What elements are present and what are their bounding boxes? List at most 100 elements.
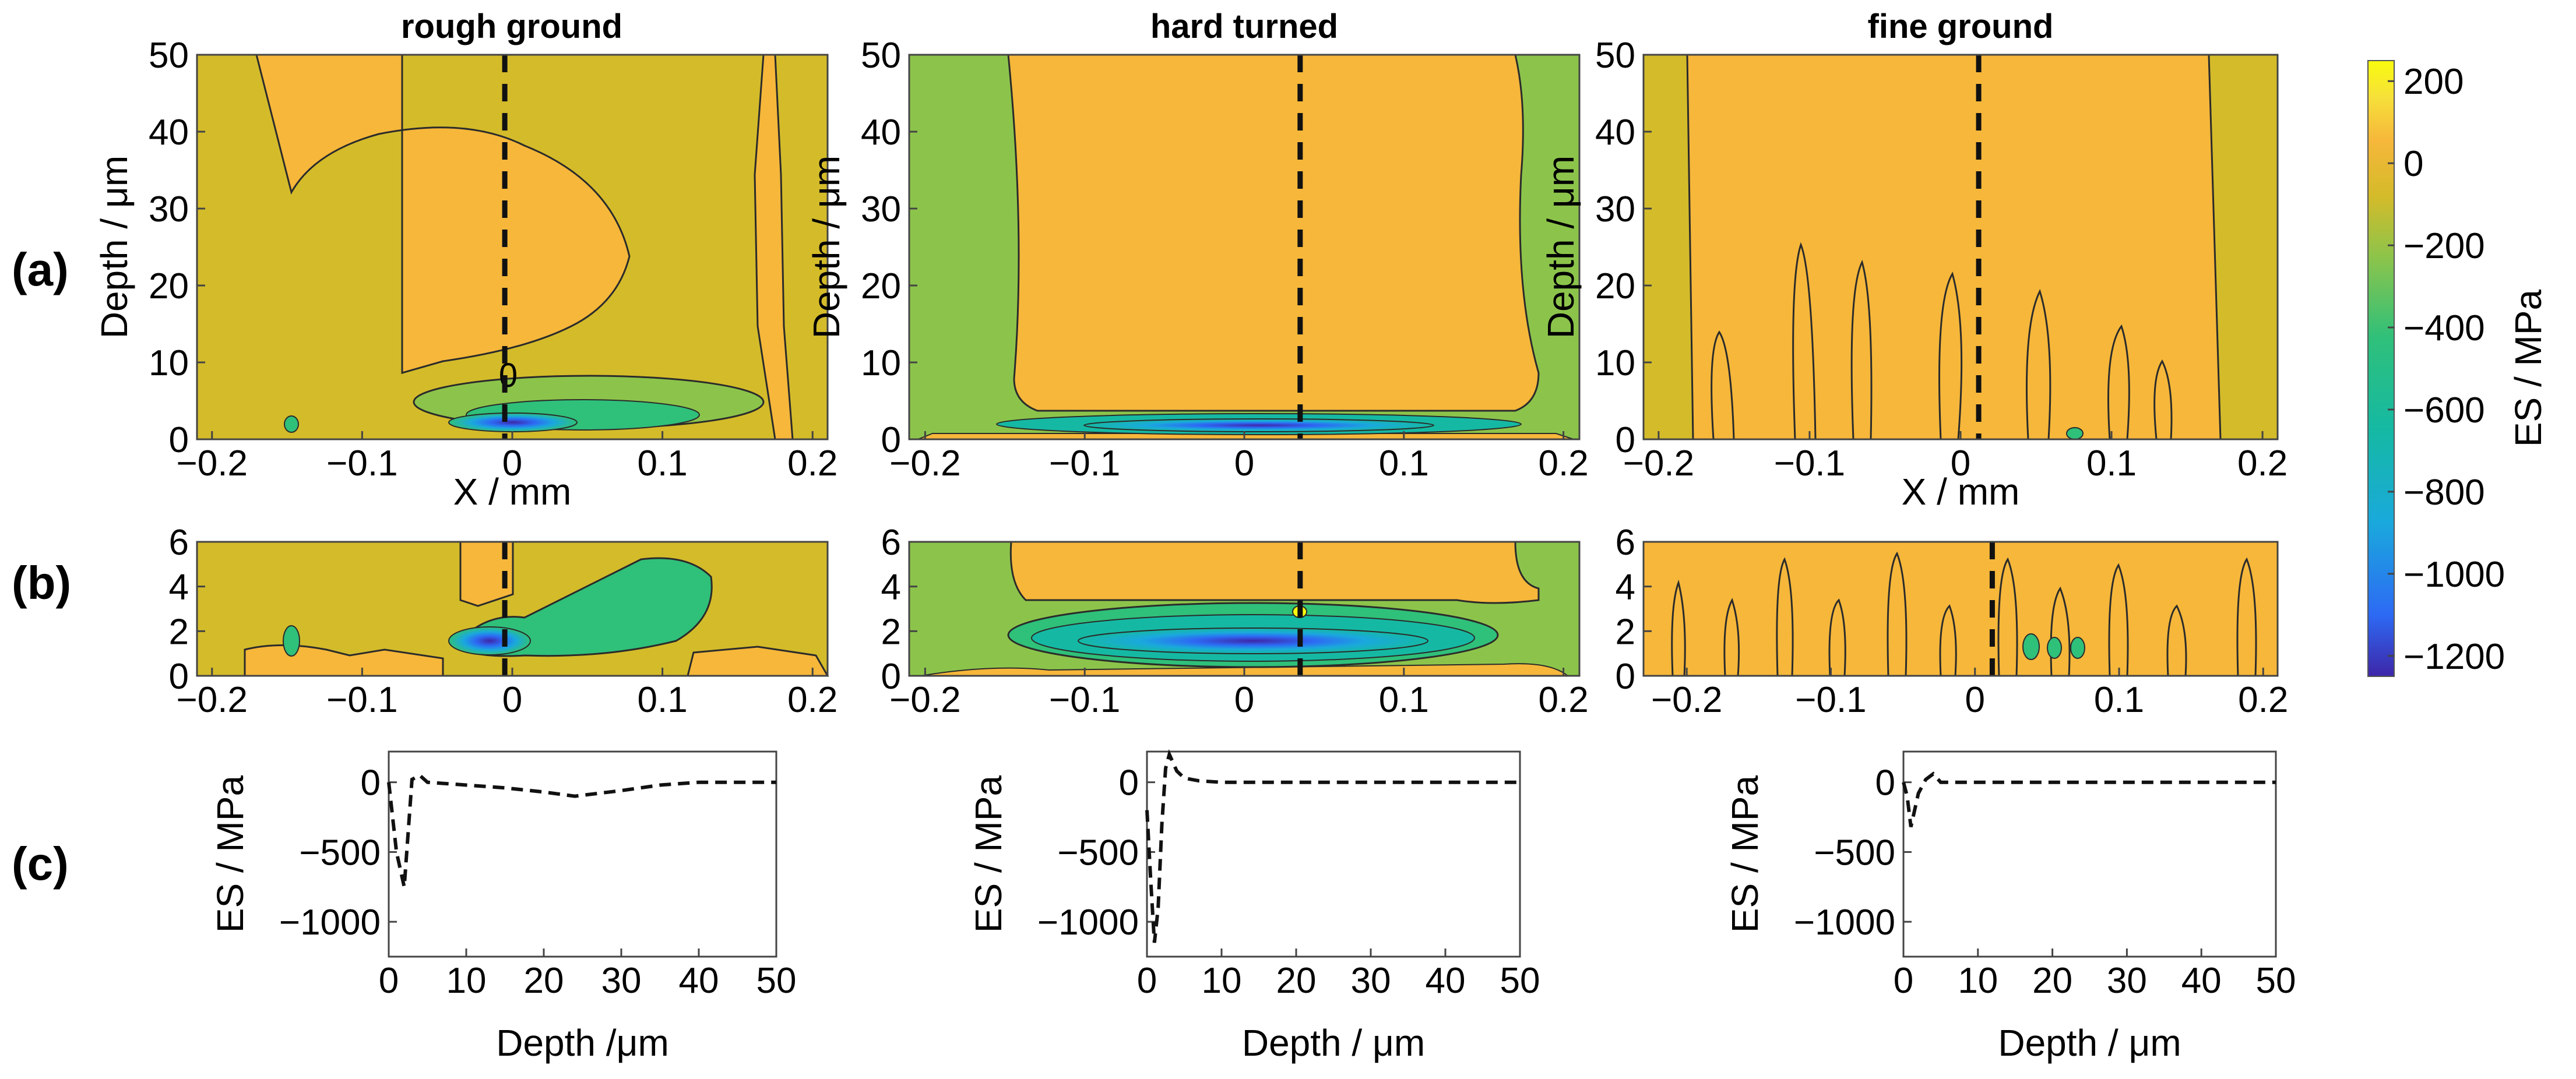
contour-region-zero-hard-a xyxy=(1007,54,1540,412)
y-tick-label: 10 xyxy=(149,343,189,383)
y-tick-label: 50 xyxy=(861,36,901,76)
y-tick-label: 10 xyxy=(861,343,901,383)
x-tick-label: −0.2 xyxy=(177,443,248,484)
axes-a-rough-ground: −0.2 −0.1 0 0.1 0.2 0 10 20 30 40 50 X / mm Depth / … xyxy=(93,36,837,513)
y-tick-label: −1000 xyxy=(279,902,381,943)
y-tick-label: 6 xyxy=(1616,523,1635,563)
contour-field-fine-ground-b xyxy=(1644,542,2278,676)
x-tick-label: 20 xyxy=(524,961,564,1001)
row-label-b: (b) xyxy=(12,557,71,609)
panel-b-hard-turned xyxy=(909,541,1579,676)
stress-spot-rough-b xyxy=(283,625,300,657)
stress-spot-fine-b-3 xyxy=(2070,637,2085,659)
axes-b-hard-turned: −0.2 −0.1 0 0.1 0.2 0 246 xyxy=(881,523,1589,720)
y-tick-label: 20 xyxy=(861,266,901,306)
x-tick-label: 50 xyxy=(756,961,797,1001)
panel-a-hard-turned xyxy=(909,54,1579,440)
y-axis-label: ES / MPa xyxy=(967,775,1009,933)
axes-c-rough-ground: 0 10 20 30 40 50 0 −500 −1000 Depth /μm ES / MPa xyxy=(209,750,797,1064)
y-tick-label: 50 xyxy=(1595,36,1635,76)
y-tick-label: 40 xyxy=(149,112,189,153)
y-tick-label: 4 xyxy=(169,567,189,608)
x-tick-label: 0.2 xyxy=(1539,680,1589,720)
x-tick-label: 30 xyxy=(1351,961,1391,1001)
y-tick-label: 0 xyxy=(1119,763,1139,803)
colorbar-tick-label: −800 xyxy=(2403,472,2485,513)
contour-region-zero-rough-a xyxy=(255,54,631,374)
y-axis-label: Depth / μm xyxy=(1540,156,1582,338)
x-tick-label: 0 xyxy=(1234,680,1254,720)
y-tick-label: 0 xyxy=(1875,763,1895,803)
y-tick-label: −500 xyxy=(1057,833,1139,873)
y-tick-label: 6 xyxy=(169,523,189,563)
panel-b-rough-ground xyxy=(197,541,829,677)
x-tick-label: 40 xyxy=(1426,961,1466,1001)
y-tick-label: 40 xyxy=(1595,112,1635,153)
colorbar-tick-label: −600 xyxy=(2403,390,2485,431)
axes-frame-b-fine-ground xyxy=(1642,541,2279,677)
y-tick-label: 0 xyxy=(169,420,189,460)
contour-region-neg-fine-a-right xyxy=(2208,54,2279,440)
contour-label-zero: 0 xyxy=(499,357,518,394)
axes-b-rough-ground: −0.2 −0.1 0 0.1 0.2 0 246 xyxy=(169,523,838,720)
x-tick-label: 50 xyxy=(2256,961,2296,1001)
x-tick-label: 10 xyxy=(1202,961,1242,1001)
stress-core-hard-a xyxy=(1083,418,1434,432)
x-tick-label: 0 xyxy=(1894,961,1913,1001)
x-tick-label: 40 xyxy=(679,961,719,1001)
colorbar-tick-label: −1200 xyxy=(2403,637,2505,677)
es-profile-line-c-hard-turned xyxy=(1145,749,1520,943)
y-tick-label: 2 xyxy=(881,612,901,652)
y-tick-label: 30 xyxy=(149,189,189,230)
x-tick-label: −0.1 xyxy=(326,443,397,484)
y-tick-label: 0 xyxy=(169,657,189,697)
x-tick-label: −0.1 xyxy=(1795,680,1866,720)
y-tick-label: 2 xyxy=(1616,612,1635,652)
y-tick-label: 30 xyxy=(861,189,901,230)
contour-lines-fine-b xyxy=(1671,551,2257,676)
y-tick-label: 2 xyxy=(169,612,189,652)
stress-core-rough-b xyxy=(448,626,531,655)
x-tick-label: 0.1 xyxy=(638,680,688,720)
axes-frame-c-rough-ground xyxy=(388,750,777,958)
x-tick-label: −0.1 xyxy=(1049,443,1120,484)
x-tick-label: 0.2 xyxy=(1539,443,1589,484)
x-tick-label: 20 xyxy=(1276,961,1317,1001)
x-tick-label: 40 xyxy=(2181,961,2222,1001)
colorbar-label: ES / MPa xyxy=(2507,289,2549,447)
column-title-rough-ground: rough ground xyxy=(401,8,622,45)
x-tick-label: 50 xyxy=(1500,961,1540,1001)
axes-c-fine-ground: 0 10 20 30 40 50 0 −500 −1000 Depth / μm ES / MPa xyxy=(1724,750,2296,1064)
x-tick-label: −0.2 xyxy=(1623,443,1694,484)
y-tick-label: −1000 xyxy=(1794,902,1895,943)
y-tick-label: −500 xyxy=(299,833,381,873)
stress-core-hard-b xyxy=(1078,627,1428,654)
column-title-hard-turned: hard turned xyxy=(1150,8,1338,45)
x-tick-label: 0.1 xyxy=(1379,443,1429,484)
colorbar: 200 0 −200 −400 −600 −800 −1000 −1200 ES / MPa xyxy=(2367,60,2549,677)
axes-c-hard-turned: 0 10 20 30 40 50 0 −500 −1000 Depth / μm ES / MPa xyxy=(967,749,1540,1064)
colorbar-tick-label: −200 xyxy=(2403,226,2485,266)
axes-frame-c-hard-turned xyxy=(1146,750,1521,958)
y-tick-label: 20 xyxy=(149,266,189,306)
y-axis-label: ES / MPa xyxy=(1724,775,1766,933)
x-tick-label: 0 xyxy=(1137,961,1157,1001)
x-tick-label: 10 xyxy=(1958,961,1998,1001)
stress-spot-fine-b-2 xyxy=(2047,637,2062,659)
y-tick-label: 0 xyxy=(881,657,901,697)
x-tick-label: −0.2 xyxy=(889,680,960,720)
y-tick-label: 20 xyxy=(1595,266,1635,306)
x-tick-label: −0.2 xyxy=(1651,680,1722,720)
stress-spot-rough-a xyxy=(284,415,299,433)
x-tick-label: 0 xyxy=(1965,680,1984,720)
row-label-c: (c) xyxy=(12,838,69,890)
column-title-fine-ground: fine ground xyxy=(1868,8,2054,45)
x-tick-label: 0 xyxy=(379,961,399,1001)
x-tick-label: 0.1 xyxy=(2086,443,2137,484)
x-axis-label: X / mm xyxy=(453,471,572,513)
y-axis-label: ES / MPa xyxy=(209,775,251,933)
x-tick-label: 0.1 xyxy=(2094,680,2144,720)
panel-a-rough-ground: 0 xyxy=(197,54,828,440)
es-profile-line-c-rough-ground xyxy=(387,773,776,887)
